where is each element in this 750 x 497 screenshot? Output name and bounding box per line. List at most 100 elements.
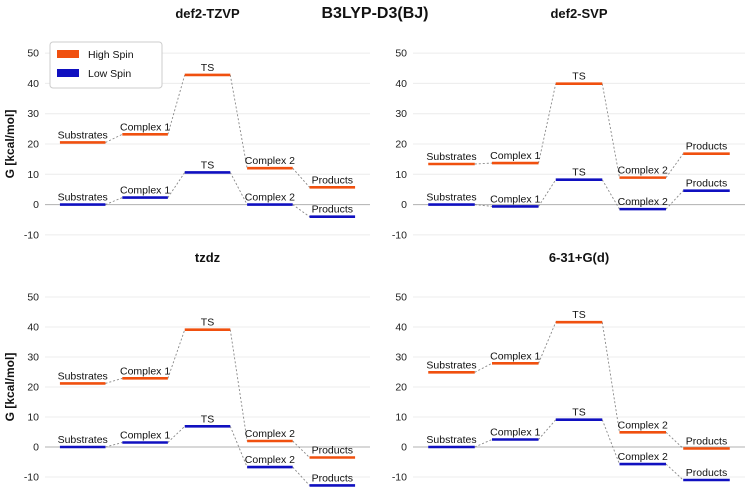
- connector-line: [538, 179, 557, 207]
- y-tick-label: -10: [392, 472, 407, 484]
- y-tick-label: 20: [395, 382, 407, 394]
- legend-swatch: [57, 69, 79, 77]
- level-label: TS: [572, 167, 585, 179]
- y-tick-label: 50: [27, 48, 39, 60]
- y-tick-label: 10: [395, 412, 407, 424]
- y-tick-label: 30: [27, 108, 39, 120]
- panel-title: tzdz: [195, 250, 221, 265]
- level-label: TS: [572, 309, 585, 321]
- level-label: Substrates: [426, 151, 476, 163]
- connector-line: [665, 153, 684, 178]
- level-label: Substrates: [58, 370, 108, 382]
- level-label: Complex 2: [618, 419, 668, 431]
- connector-line: [601, 83, 620, 178]
- panel-4: 6-31+G(d) -10 0 10 20 30 40 50 Substrates Complex…: [392, 250, 745, 484]
- connector-line: [229, 329, 248, 442]
- connector-line: [665, 431, 684, 449]
- level-label: TS: [201, 62, 214, 74]
- connector-line: [601, 179, 620, 210]
- legend-label: Low Spin: [88, 68, 131, 80]
- level-label: Complex 1: [490, 193, 540, 205]
- y-tick-label: -10: [24, 472, 39, 484]
- y-axis-label: G [kcal/mol]: [3, 353, 17, 422]
- level-label: Products: [686, 141, 727, 153]
- y-tick-label: 10: [27, 169, 39, 181]
- y-tick-label: 10: [27, 412, 39, 424]
- level-label: Products: [312, 204, 353, 216]
- connector-line: [538, 322, 557, 364]
- y-tick-label: 20: [27, 382, 39, 394]
- legend: High Spin Low Spin: [49, 41, 163, 89]
- connector-line: [474, 204, 493, 207]
- panel-1: def2-TZVP -10 0 10 20 30 40 50 G [kcal/mol] Subst…: [3, 6, 370, 241]
- level-label: Complex 2: [618, 196, 668, 208]
- y-tick-label: 30: [27, 352, 39, 364]
- series-high-spin: Substrates Complex 1 TS Complex 2 Products: [58, 317, 356, 459]
- level-label: TS: [572, 71, 585, 83]
- y-tick-label: 40: [27, 78, 39, 90]
- y-tick-label: 10: [395, 169, 407, 181]
- level-label: Complex 2: [245, 155, 295, 167]
- connector-line: [538, 419, 557, 440]
- connector-line: [167, 329, 186, 379]
- y-tick-label: 40: [27, 322, 39, 334]
- level-label: Products: [312, 174, 353, 186]
- connector-line: [105, 133, 123, 143]
- level-label: Complex 1: [490, 150, 540, 162]
- level-label: TS: [572, 407, 585, 419]
- level-label: Substrates: [58, 192, 108, 204]
- panel-title: 6-31+G(d): [549, 250, 609, 265]
- connector-line: [292, 167, 310, 188]
- series-low-spin: Substrates Complex 1 TS Complex 2 Products: [58, 413, 356, 487]
- y-tick-label: 40: [395, 78, 407, 90]
- level-label: Substrates: [58, 434, 108, 446]
- y-tick-label: 0: [401, 199, 407, 211]
- connector-line: [292, 466, 310, 486]
- level-label: Complex 1: [490, 350, 540, 362]
- level-label: Products: [686, 436, 727, 448]
- y-tick-label: 30: [395, 108, 407, 120]
- y-tick-label: -10: [392, 229, 407, 241]
- connector-line: [167, 425, 186, 443]
- y-axis-label: G [kcal/mol]: [3, 110, 17, 179]
- y-tick-label: -10: [24, 229, 39, 241]
- level-label: Substrates: [58, 129, 108, 141]
- connector-line: [474, 162, 493, 165]
- panel-3: tzdz -10 0 10 20 30 40 50 G [kcal/mol] Substrates…: [3, 250, 370, 487]
- legend-swatch: [57, 50, 79, 58]
- y-tick-label: 20: [27, 139, 39, 151]
- level-label: Complex 1: [120, 185, 170, 197]
- level-label: Substrates: [426, 434, 476, 446]
- connector-line: [474, 439, 493, 448]
- level-label: Complex 2: [245, 454, 295, 466]
- connector-line: [665, 463, 684, 481]
- panel-title: def2-TZVP: [175, 6, 240, 21]
- connector-line: [105, 442, 123, 448]
- level-label: Complex 2: [618, 451, 668, 463]
- connector-line: [229, 426, 248, 468]
- level-label: TS: [201, 317, 214, 329]
- level-label: Products: [312, 445, 353, 457]
- level-label: Products: [686, 178, 727, 190]
- connector-line: [292, 204, 310, 218]
- y-tick-label: 0: [33, 442, 39, 454]
- series-high-spin: Substrates Complex 1 TS Complex 2 Products: [426, 309, 730, 450]
- level-label: Products: [686, 467, 727, 479]
- figure-title: B3LYP-D3(BJ): [322, 5, 429, 22]
- connector-line: [105, 377, 123, 384]
- series-high-spin: Substrates Complex 1 TS Complex 2 Products: [426, 71, 730, 179]
- y-tick-label: 50: [27, 292, 39, 304]
- level-label: TS: [201, 413, 214, 425]
- y-tick-label: 50: [395, 292, 407, 304]
- level-label: Complex 2: [245, 428, 295, 440]
- connector-line: [105, 197, 123, 205]
- level-label: Substrates: [426, 192, 476, 204]
- level-label: TS: [201, 159, 214, 171]
- legend-label: High Spin: [88, 49, 134, 61]
- connector-line: [665, 190, 684, 210]
- y-tick-label: 20: [395, 139, 407, 151]
- series-low-spin: Substrates Complex 1 TS Complex 2 Products: [426, 167, 730, 211]
- panels: def2-TZVP -10 0 10 20 30 40 50 G [kcal/mol] Subst…: [3, 6, 745, 487]
- y-tick-label: 0: [401, 442, 407, 454]
- panel-2: def2-SVP -10 0 10 20 30 40 50 Substrates Complex …: [392, 6, 745, 241]
